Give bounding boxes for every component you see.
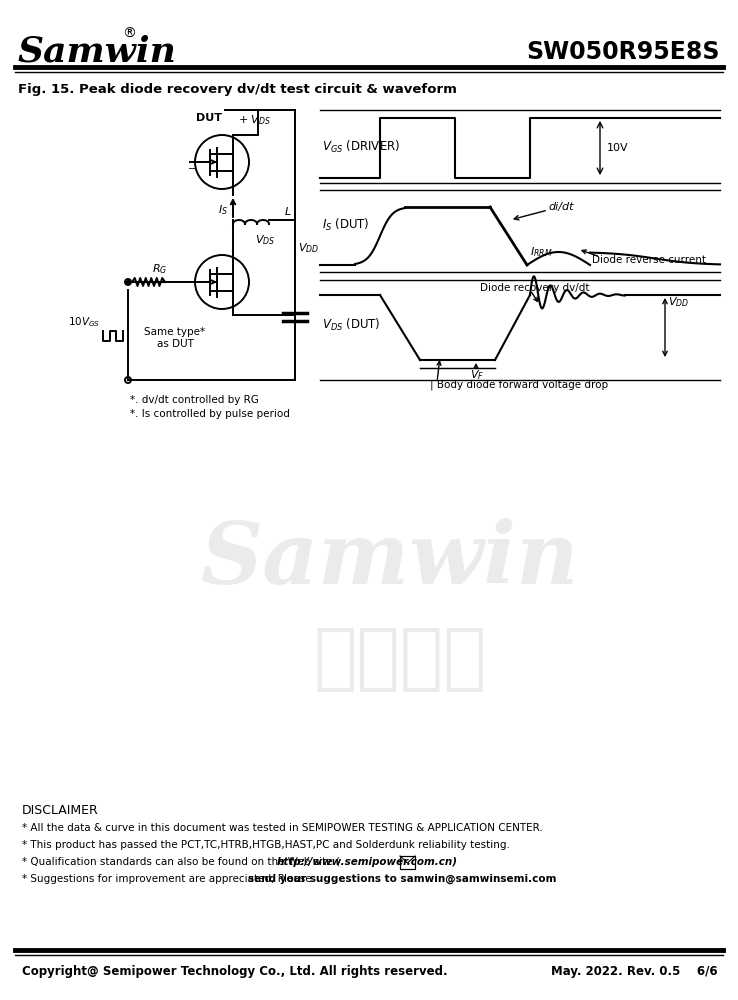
Text: as DUT: as DUT bbox=[156, 339, 193, 349]
Text: SW050R95E8S: SW050R95E8S bbox=[526, 40, 720, 64]
Text: Copyright@ Semipower Technology Co., Ltd. All rights reserved.: Copyright@ Semipower Technology Co., Ltd… bbox=[22, 966, 448, 978]
Text: 10V: 10V bbox=[607, 143, 629, 153]
Text: May. 2022. Rev. 0.5    6/6: May. 2022. Rev. 0.5 6/6 bbox=[551, 966, 718, 978]
Text: + $V_{DS}$: + $V_{DS}$ bbox=[238, 113, 271, 127]
Text: 内部保密: 内部保密 bbox=[313, 626, 487, 694]
Text: * Suggestions for improvement are appreciated, Please: * Suggestions for improvement are apprec… bbox=[22, 874, 315, 884]
Text: $V_{DS}$ (DUT): $V_{DS}$ (DUT) bbox=[322, 317, 381, 333]
Text: $I_S$: $I_S$ bbox=[218, 203, 228, 217]
Text: Samwin: Samwin bbox=[18, 35, 177, 69]
FancyBboxPatch shape bbox=[400, 856, 415, 869]
Text: $V_{DD}$: $V_{DD}$ bbox=[668, 295, 689, 309]
Text: Diode reverse current: Diode reverse current bbox=[592, 255, 706, 265]
Text: * Qualification standards can also be found on the Web site (: * Qualification standards can also be fo… bbox=[22, 857, 340, 867]
Text: 10$V_{GS}$: 10$V_{GS}$ bbox=[68, 315, 100, 329]
Text: L: L bbox=[285, 207, 292, 217]
Text: $V_{DD}$: $V_{DD}$ bbox=[298, 241, 320, 255]
Text: Fig. 15. Peak diode recovery dv/dt test circuit & waveform: Fig. 15. Peak diode recovery dv/dt test … bbox=[18, 84, 457, 97]
Text: send your suggestions to samwin@samwinsemi.com: send your suggestions to samwin@samwinse… bbox=[248, 874, 556, 884]
Text: *. Is controlled by pulse period: *. Is controlled by pulse period bbox=[130, 409, 290, 419]
Text: $V_F$: $V_F$ bbox=[470, 368, 484, 382]
Text: Samwin: Samwin bbox=[201, 518, 579, 602]
Text: $V_{DS}$: $V_{DS}$ bbox=[255, 233, 275, 247]
Text: $I_S$ (DUT): $I_S$ (DUT) bbox=[322, 217, 370, 233]
Text: di/dt: di/dt bbox=[548, 202, 573, 212]
Text: | Body diode forward voltage drop: | Body diode forward voltage drop bbox=[430, 380, 608, 390]
Text: −: − bbox=[188, 164, 196, 174]
Text: $I_{RRM}$: $I_{RRM}$ bbox=[530, 245, 553, 259]
Text: $R_G$: $R_G$ bbox=[152, 262, 168, 276]
Text: * This product has passed the PCT,TC,HTRB,HTGB,HAST,PC and Solderdunk reliabilit: * This product has passed the PCT,TC,HTR… bbox=[22, 840, 510, 850]
Text: ®: ® bbox=[122, 27, 136, 41]
Text: DISCLAIMER: DISCLAIMER bbox=[22, 804, 99, 816]
Text: Same type*: Same type* bbox=[145, 327, 206, 337]
Text: DUT: DUT bbox=[196, 113, 222, 123]
Text: * All the data & curve in this document was tested in SEMIPOWER TESTING & APPLIC: * All the data & curve in this document … bbox=[22, 823, 542, 833]
Text: *. dv/dt controlled by RG: *. dv/dt controlled by RG bbox=[130, 395, 259, 405]
Text: http://www.semipower.com.cn): http://www.semipower.com.cn) bbox=[277, 857, 458, 867]
Text: Diode recovery dv/dt: Diode recovery dv/dt bbox=[480, 283, 590, 293]
Text: $V_{GS}$ (DRIVER): $V_{GS}$ (DRIVER) bbox=[322, 139, 400, 155]
